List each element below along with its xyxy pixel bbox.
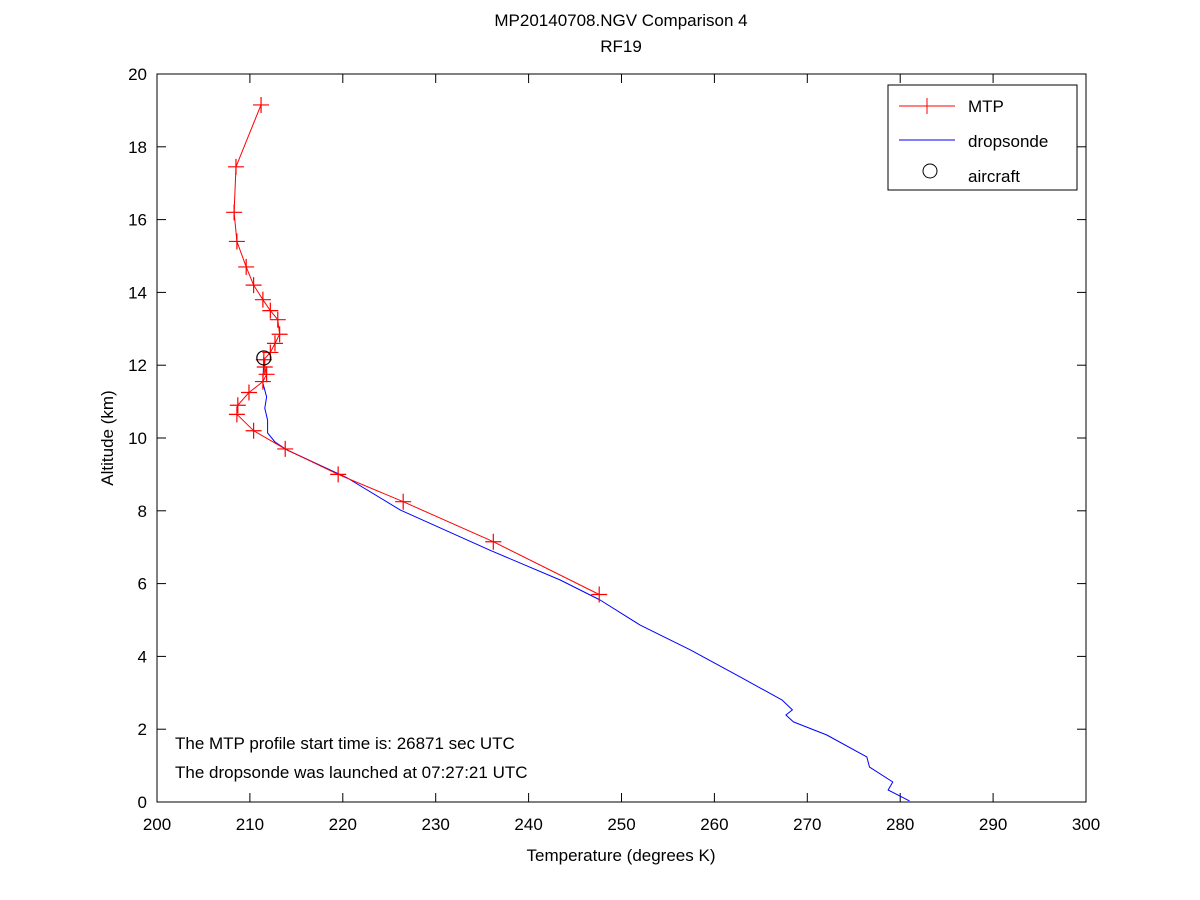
x-tick-label: 210 [236,815,264,834]
x-tick-label: 220 [329,815,357,834]
x-tick-label: 230 [422,815,450,834]
x-tick-label: 270 [793,815,821,834]
mtp-point [256,359,273,376]
mtp-point [254,291,271,308]
x-tick-label: 250 [607,815,635,834]
y-axis-label: Altitude (km) [98,390,117,485]
mtp-point [271,326,288,343]
chart-subtitle: RF19 [600,37,642,56]
mtp-point [229,397,246,414]
y-tick-label: 0 [138,793,147,812]
annotation-dropsonde-launch: The dropsonde was launched at 07:27:21 U… [175,763,528,782]
mtp-point [485,533,502,550]
y-tick-label: 20 [128,65,147,84]
mtp-point [254,373,271,390]
mtp-point [258,366,275,383]
mtp-point [228,233,245,250]
y-tick-label: 2 [138,720,147,739]
x-tick-label: 200 [143,815,171,834]
legend-aircraft-marker [922,163,938,179]
mtp-point [253,96,270,113]
mtp-point [245,422,262,439]
y-tick-label: 10 [128,429,147,448]
y-tick-label: 16 [128,211,147,230]
x-tick-label: 260 [700,815,728,834]
x-tick-label: 240 [514,815,542,834]
x-axis-label: Temperature (degrees K) [527,846,716,865]
mtp-point [245,277,262,294]
mtp-point [227,158,244,175]
mtp-point [269,311,286,328]
legend-mtp-marker [919,98,935,114]
axes: 200 210 220 230 240 250 260 270 280 290 300 0 2 4 6 8 10… [128,65,1100,834]
mtp-point [228,406,245,423]
series-layer [226,96,910,802]
legend-mtp-label: MTP [968,97,1004,116]
y-tick-label: 18 [128,138,147,157]
y-tick-label: 14 [128,283,147,302]
legend-aircraft-label: aircraft [968,167,1020,186]
y-tick-label: 12 [128,356,147,375]
mtp-point [240,384,257,401]
legend: MTP dropsonde aircraft [887,84,1078,191]
mtp-point [277,440,294,457]
mtp-point [330,466,347,483]
mtp-point [395,493,412,510]
chart-title: MP20140708.NGV Comparison 4 [494,11,747,30]
mtp-point [238,258,255,275]
mtp-point [591,586,608,603]
y-tick-label: 8 [138,502,147,521]
annotation-mtp-start: The MTP profile start time is: 26871 sec… [175,734,515,753]
dropsonde-line [262,356,910,802]
mtp-point [266,335,283,352]
x-tick-label: 290 [979,815,1007,834]
y-tick-label: 6 [138,575,147,594]
mtp-point [262,302,279,319]
legend-box [887,84,1078,191]
legend-dropsonde-label: dropsonde [968,132,1048,151]
y-tick-label: 4 [138,647,147,666]
x-tick-label: 300 [1072,815,1100,834]
x-tick-label: 280 [886,815,914,834]
aircraft-point [256,350,272,366]
mtp-point [226,204,243,221]
